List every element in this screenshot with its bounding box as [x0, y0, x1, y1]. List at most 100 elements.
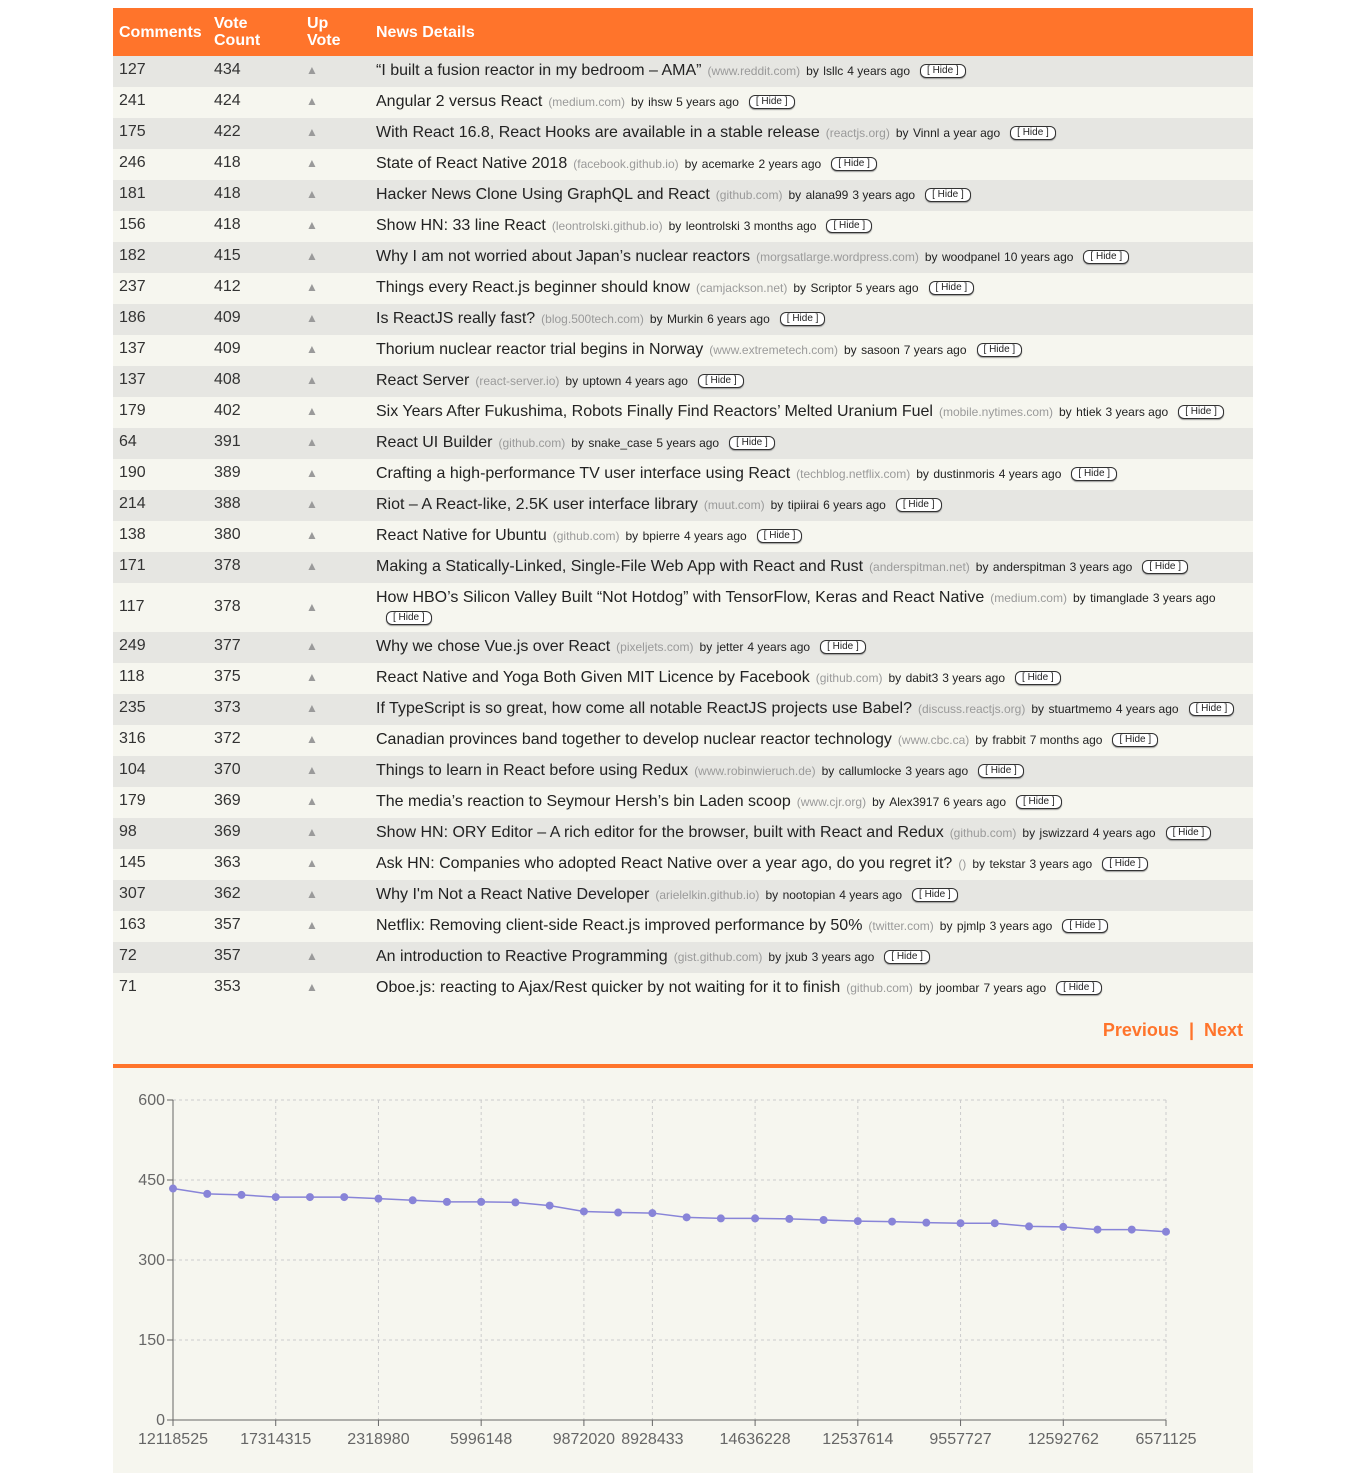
data-point: [1127, 1225, 1136, 1234]
story-title[interactable]: State of React Native 2018: [376, 155, 568, 172]
story-title[interactable]: Show HN: ORY Editor – A rich editor for …: [376, 824, 944, 841]
story-title[interactable]: If TypeScript is so great, how come all …: [376, 700, 912, 717]
hide-button[interactable]: [ Hide ]: [1010, 125, 1056, 140]
hide-button[interactable]: [ Hide ]: [1188, 701, 1235, 716]
story-title[interactable]: Netflix: Removing client-side React.js i…: [376, 917, 863, 934]
hide-button[interactable]: [ Hide ]: [1165, 825, 1212, 840]
story-title[interactable]: React Native and Yoga Both Given MIT Lic…: [376, 669, 810, 686]
story-domain: (www.reddit.com): [707, 64, 801, 78]
story-title[interactable]: The media’s reaction to Seymour Hersh’s …: [376, 793, 791, 810]
upvote-icon[interactable]: ▲: [306, 373, 318, 387]
story-title[interactable]: Ask HN: Companies who adopted React Nati…: [376, 855, 953, 872]
hide-button[interactable]: [ Hide ]: [820, 639, 866, 654]
hide-button[interactable]: [ Hide ]: [697, 373, 744, 388]
story-title[interactable]: Hacker News Clone Using GraphQL and Reac…: [376, 186, 710, 203]
hide-button[interactable]: [ Hide ]: [1015, 670, 1061, 685]
hide-button[interactable]: [ Hide ]: [386, 610, 432, 625]
story-title[interactable]: React Native for Ubuntu: [376, 527, 547, 544]
hide-button[interactable]: [ Hide ]: [748, 94, 795, 109]
next-button[interactable]: Next: [1203, 1020, 1243, 1040]
story-title[interactable]: Making a Statically-Linked, Single-File …: [376, 558, 864, 575]
hide-button[interactable]: [ Hide ]: [884, 949, 930, 964]
story-title[interactable]: Thorium nuclear reactor trial begins in …: [376, 341, 704, 358]
upvote-icon[interactable]: ▲: [306, 218, 318, 232]
story-title[interactable]: Why I'm Not a React Native Developer: [376, 886, 650, 903]
story-title[interactable]: Oboe.js: reacting to Ajax/Rest quicker b…: [376, 979, 841, 996]
upvote-icon[interactable]: ▲: [306, 949, 318, 963]
upvote-icon[interactable]: ▲: [306, 670, 318, 684]
upvote-icon[interactable]: ▲: [306, 342, 318, 356]
hide-button[interactable]: [ Hide ]: [831, 156, 877, 171]
upvote-icon[interactable]: ▲: [306, 125, 318, 139]
hide-button[interactable]: [ Hide ]: [1062, 918, 1108, 933]
upvote-icon[interactable]: ▲: [306, 497, 318, 511]
upvote-icon[interactable]: ▲: [306, 280, 318, 294]
upvote-icon[interactable]: ▲: [306, 187, 318, 201]
story-title[interactable]: Angular 2 versus React: [376, 93, 543, 110]
hide-button[interactable]: [ Hide ]: [1056, 980, 1102, 995]
story-title[interactable]: How HBO’s Silicon Valley Built “Not Hotd…: [376, 589, 985, 606]
upvote-icon[interactable]: ▲: [306, 794, 318, 808]
upvote-icon[interactable]: ▲: [306, 63, 318, 77]
story-title[interactable]: React UI Builder: [376, 434, 493, 451]
upvote-icon[interactable]: ▲: [306, 887, 318, 901]
hide-button[interactable]: [ Hide ]: [976, 342, 1023, 357]
upvote-icon[interactable]: ▲: [306, 918, 318, 932]
upvote-icon[interactable]: ▲: [306, 528, 318, 542]
story-title[interactable]: Is ReactJS really fast?: [376, 310, 536, 327]
upvote-icon[interactable]: ▲: [306, 466, 318, 480]
news-details: If TypeScript is so great, how come all …: [376, 699, 1246, 719]
story-time: 4 years ago: [625, 374, 688, 388]
story-title[interactable]: Canadian provinces band together to deve…: [376, 731, 892, 748]
hide-button[interactable]: [ Hide ]: [925, 187, 971, 202]
story-title[interactable]: Crafting a high-performance TV user inte…: [376, 465, 791, 482]
hide-button[interactable]: [ Hide ]: [920, 63, 966, 78]
hide-button[interactable]: [ Hide ]: [928, 280, 975, 295]
hide-button[interactable]: [ Hide ]: [826, 218, 873, 233]
vote-count: 372: [214, 730, 241, 747]
story-title[interactable]: Things to learn in React before using Re…: [376, 762, 689, 779]
upvote-icon[interactable]: ▲: [306, 856, 318, 870]
upvote-icon[interactable]: ▲: [306, 404, 318, 418]
hide-button[interactable]: [ Hide ]: [1178, 404, 1224, 419]
hide-button[interactable]: [ Hide ]: [1142, 559, 1189, 574]
hide-button[interactable]: [ Hide ]: [895, 497, 942, 512]
upvote-icon[interactable]: ▲: [306, 825, 318, 839]
story-author: ihsw: [648, 95, 673, 109]
story-title[interactable]: An introduction to Reactive Programming: [376, 948, 668, 965]
upvote-icon[interactable]: ▲: [306, 156, 318, 170]
hide-button[interactable]: [ Hide ]: [1102, 856, 1148, 871]
hide-button[interactable]: [ Hide ]: [729, 435, 775, 450]
hide-button[interactable]: [ Hide ]: [1071, 466, 1118, 481]
hide-button[interactable]: [ Hide ]: [912, 887, 958, 902]
upvote-icon[interactable]: ▲: [306, 311, 318, 325]
upvote-icon[interactable]: ▲: [306, 639, 318, 653]
upvote-icon[interactable]: ▲: [306, 701, 318, 715]
upvote-icon[interactable]: ▲: [306, 559, 318, 573]
hide-button[interactable]: [ Hide ]: [756, 528, 803, 543]
by-label: by: [565, 374, 579, 388]
story-title[interactable]: Why we chose Vue.js over React: [376, 638, 611, 655]
story-title[interactable]: Why I am not worried about Japan’s nucle…: [376, 248, 751, 265]
hide-button[interactable]: [ Hide ]: [978, 763, 1024, 778]
story-title[interactable]: With React 16.8, React Hooks are availab…: [376, 124, 820, 141]
hide-button[interactable]: [ Hide ]: [779, 311, 826, 326]
hide-button[interactable]: [ Hide ]: [1112, 732, 1159, 747]
upvote-icon[interactable]: ▲: [306, 763, 318, 777]
hide-button[interactable]: [ Hide ]: [1016, 794, 1062, 809]
comment-count: 138: [119, 526, 146, 543]
upvote-icon[interactable]: ▲: [306, 94, 318, 108]
upvote-icon[interactable]: ▲: [306, 732, 318, 746]
story-title[interactable]: Show HN: 33 line React: [376, 217, 546, 234]
upvote-icon[interactable]: ▲: [306, 249, 318, 263]
upvote-icon[interactable]: ▲: [306, 600, 318, 614]
previous-button[interactable]: Previous: [1102, 1020, 1179, 1040]
hide-button[interactable]: [ Hide ]: [1083, 249, 1130, 264]
story-title[interactable]: React Server: [376, 372, 470, 389]
story-title[interactable]: “I built a fusion reactor in my bedroom …: [376, 62, 702, 79]
story-title[interactable]: Things every React.js beginner should kn…: [376, 279, 690, 296]
story-title[interactable]: Riot – A React-like, 2.5K user interface…: [376, 496, 698, 513]
story-title[interactable]: Six Years After Fukushima, Robots Finall…: [376, 403, 933, 420]
upvote-icon[interactable]: ▲: [306, 435, 318, 449]
upvote-icon[interactable]: ▲: [306, 980, 318, 994]
